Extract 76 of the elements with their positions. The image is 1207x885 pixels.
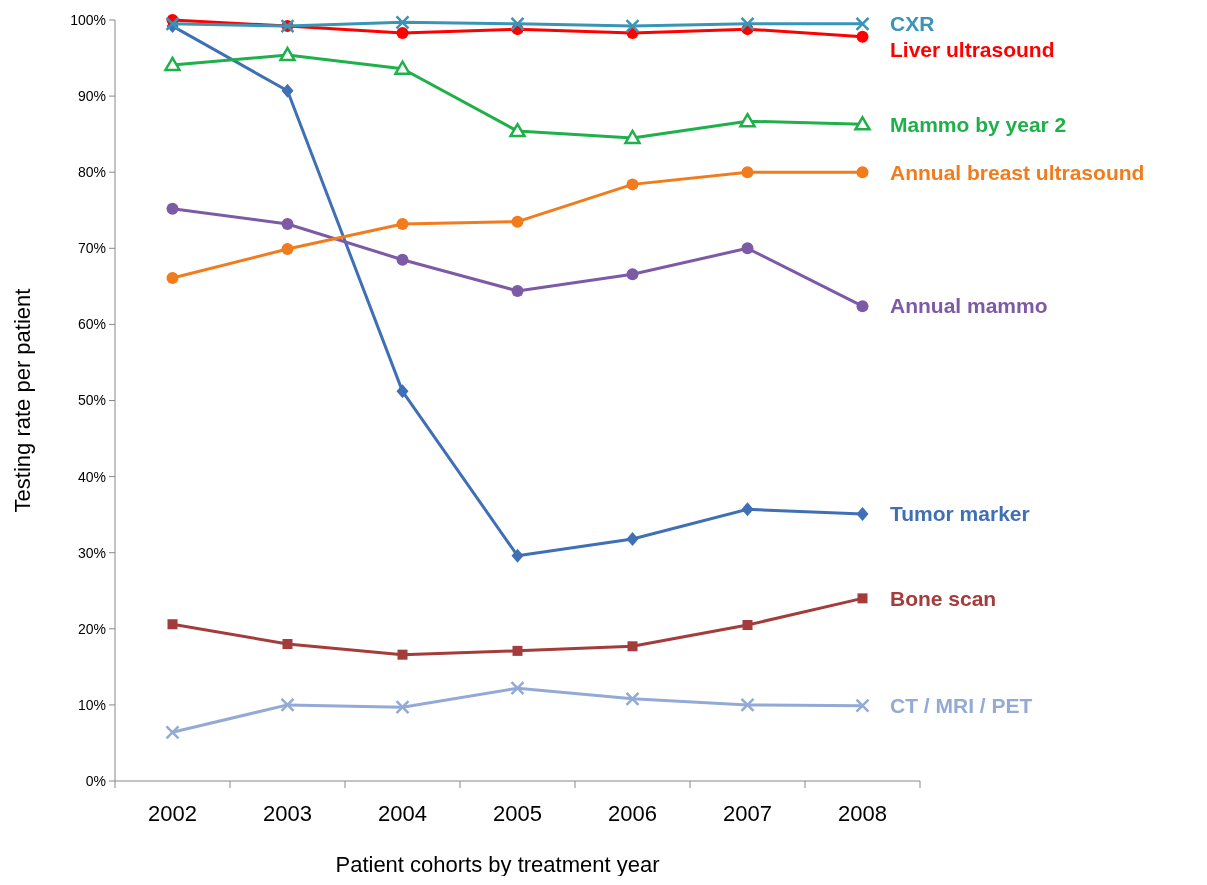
point bbox=[625, 18, 640, 34]
point bbox=[394, 60, 411, 75]
point bbox=[855, 16, 870, 32]
point bbox=[396, 217, 409, 230]
y-tick-label: 10% bbox=[77, 696, 106, 713]
series-label: Mammo by year 2 bbox=[890, 112, 1067, 136]
point bbox=[624, 129, 641, 145]
point bbox=[281, 83, 294, 98]
y-tick-label: 100% bbox=[70, 11, 106, 28]
point bbox=[626, 532, 639, 546]
series-label: CT / MRI / PET bbox=[890, 694, 1033, 718]
y-tick-label: 90% bbox=[77, 88, 106, 104]
point bbox=[280, 697, 295, 713]
point bbox=[511, 548, 524, 563]
point bbox=[396, 384, 409, 399]
point bbox=[626, 178, 639, 191]
x-tick-label: 2006 bbox=[608, 801, 657, 826]
point bbox=[855, 698, 870, 713]
y-tick-label: 80% bbox=[77, 164, 106, 181]
y-tick-label: 70% bbox=[77, 240, 106, 257]
x-tick-label: 2003 bbox=[263, 801, 312, 826]
y-tick-label: 40% bbox=[77, 468, 106, 485]
y-tick-label: 60% bbox=[77, 316, 106, 333]
point bbox=[510, 680, 525, 696]
point bbox=[856, 166, 869, 179]
y-tick-label: 30% bbox=[77, 544, 106, 561]
point bbox=[396, 253, 409, 266]
point bbox=[742, 620, 753, 630]
point bbox=[626, 268, 639, 281]
point bbox=[510, 16, 525, 32]
point bbox=[397, 649, 408, 660]
point bbox=[627, 641, 638, 652]
point bbox=[511, 215, 524, 228]
x-tick-label: 2005 bbox=[493, 801, 542, 826]
point bbox=[856, 30, 869, 43]
series-label: Bone scan bbox=[890, 586, 997, 610]
point bbox=[512, 645, 523, 656]
x-tick-label: 2004 bbox=[378, 801, 427, 826]
point bbox=[281, 243, 294, 256]
x-tick-label: 2002 bbox=[148, 801, 197, 826]
y-axis-title: Testing rate per patient bbox=[10, 288, 35, 513]
point bbox=[741, 166, 754, 179]
point bbox=[279, 46, 296, 62]
series-label: CXR bbox=[890, 12, 935, 36]
point bbox=[856, 300, 869, 313]
point bbox=[395, 699, 410, 715]
series-label: Annual breast ultrasound bbox=[890, 160, 1145, 184]
point bbox=[511, 284, 524, 297]
point bbox=[856, 506, 869, 521]
point bbox=[167, 619, 178, 630]
y-tick-label: 0% bbox=[85, 772, 106, 789]
series-label: Tumor marker bbox=[890, 502, 1030, 526]
point bbox=[165, 725, 180, 740]
point bbox=[740, 16, 755, 32]
series-label: Liver ultrasound bbox=[890, 38, 1055, 62]
point bbox=[625, 691, 640, 707]
point bbox=[854, 116, 871, 131]
x-axis-title: Patient cohorts by treatment year bbox=[335, 852, 660, 877]
point bbox=[281, 217, 294, 230]
y-tick-label: 20% bbox=[77, 620, 106, 637]
point bbox=[740, 697, 755, 713]
point bbox=[741, 502, 754, 517]
x-tick-label: 2007 bbox=[723, 801, 772, 826]
point bbox=[282, 639, 293, 650]
point bbox=[741, 242, 754, 255]
series-label: Annual mammo bbox=[890, 294, 1048, 318]
point bbox=[166, 271, 179, 284]
point bbox=[739, 112, 756, 128]
x-tick-label: 2008 bbox=[838, 801, 887, 826]
point bbox=[166, 202, 179, 215]
point bbox=[509, 122, 526, 138]
point bbox=[164, 56, 181, 72]
y-tick-label: 50% bbox=[77, 392, 106, 409]
point bbox=[857, 593, 868, 604]
point bbox=[396, 26, 409, 39]
point bbox=[395, 15, 410, 30]
